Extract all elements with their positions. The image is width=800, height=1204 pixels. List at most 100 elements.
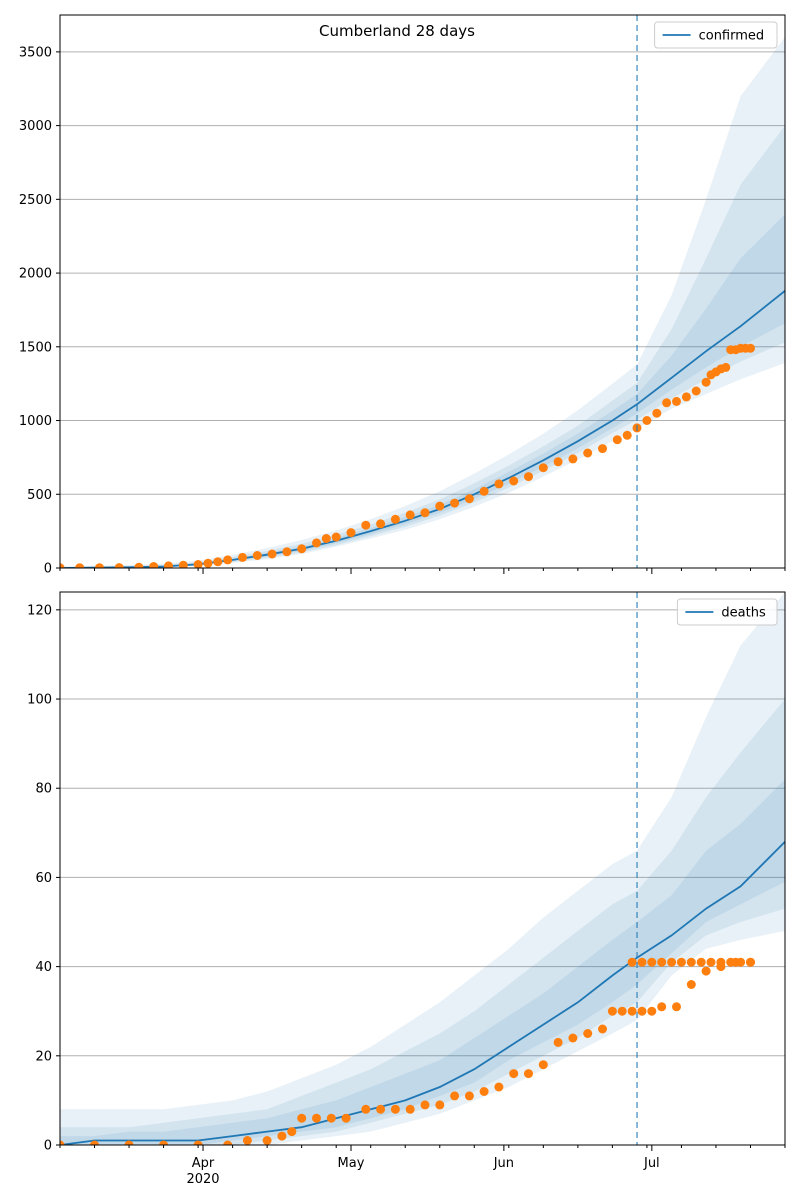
legend-label: deaths [721, 606, 766, 621]
observed-point [242, 1136, 252, 1145]
observed-point [90, 1140, 99, 1145]
observed-point [701, 966, 711, 976]
observed-point [361, 1104, 371, 1114]
y-tick-label: 60 [35, 871, 52, 886]
y-tick-label: 500 [27, 488, 52, 503]
observed-point [568, 454, 578, 464]
observed-point [652, 408, 662, 418]
observed-recent-point [706, 957, 716, 967]
observed-recent-point [637, 957, 647, 967]
observed-point [390, 514, 400, 524]
uncertainty-band-3 [60, 214, 785, 568]
observed-point [568, 1033, 578, 1043]
observed-point [252, 551, 262, 560]
observed-point [238, 552, 247, 562]
observed-point [60, 1140, 65, 1145]
observed-point [701, 377, 711, 387]
observed-point [464, 494, 474, 504]
observed-point [435, 501, 445, 511]
observed-point [312, 1113, 321, 1123]
observed-point [509, 476, 519, 486]
figure-title: Cumberland 28 days [319, 22, 475, 40]
y-tick-label: 0 [44, 562, 52, 577]
observed-point [538, 1060, 548, 1070]
y-tick-label: 80 [35, 782, 52, 797]
axes-frame [59, 14, 786, 569]
observed-point [524, 472, 533, 482]
observed-point [617, 1006, 627, 1016]
x-tick-label: Jul [643, 1156, 660, 1171]
observed-point [60, 563, 65, 568]
legend-top: confirmed [654, 21, 778, 49]
observed-point [178, 560, 188, 568]
observed-point [583, 1029, 593, 1038]
observed-recent-point [746, 957, 755, 967]
observed-point [223, 555, 233, 565]
x-tick-label: Apr [192, 1156, 215, 1171]
observed-point [114, 563, 124, 568]
observed-point [262, 1136, 272, 1145]
observed-point [435, 1100, 445, 1110]
observed-point [159, 1140, 169, 1145]
observed-recent-point [647, 957, 657, 967]
observed-point [376, 519, 386, 529]
observed-point [598, 1024, 607, 1034]
observed-point [450, 1091, 460, 1101]
observed-point [326, 1113, 336, 1123]
observed-point [277, 1131, 287, 1141]
observed-point [346, 528, 356, 538]
observed-recent-point [696, 957, 706, 967]
y-tick-label: 3000 [19, 119, 52, 134]
observed-point [193, 560, 203, 568]
observed-recent-point [721, 362, 731, 372]
observed-point [622, 430, 632, 440]
observed-recent-point [716, 957, 726, 967]
observed-point [583, 448, 593, 458]
observed-point [267, 549, 277, 559]
plot-area-bottom [60, 592, 785, 1145]
observed-recent-point [657, 957, 667, 967]
observed-point [405, 1104, 415, 1114]
uncertainty-band-1 [60, 592, 785, 1145]
y-tick-label: 2500 [19, 193, 52, 208]
observed-point [134, 562, 144, 568]
observed-point [95, 563, 104, 568]
observed-point [509, 1069, 519, 1079]
observed-point [464, 1091, 474, 1101]
observed-point [479, 1087, 489, 1096]
observed-point [376, 1104, 386, 1114]
legend-box [676, 598, 778, 626]
observed-point [287, 1127, 297, 1137]
observed-point [642, 416, 652, 425]
y-tick-label: 100 [27, 693, 52, 708]
observed-point [312, 538, 321, 548]
x-tick-sublabel: 2020 [186, 1172, 219, 1187]
observed-point [681, 392, 691, 402]
observed-point [361, 520, 371, 530]
observed-point [282, 547, 292, 557]
observed-point [598, 444, 607, 454]
observed-point [637, 1006, 647, 1016]
observed-point [124, 1140, 134, 1145]
observed-point [331, 532, 341, 542]
y-tick-label: 40 [35, 960, 52, 975]
observed-point [524, 1069, 533, 1079]
observed-point [450, 498, 460, 508]
observed-point [213, 557, 223, 567]
observed-point [223, 1140, 233, 1145]
observed-recent-point [746, 343, 755, 353]
y-tick-label: 3500 [19, 45, 52, 60]
x-tick-label: Jun [493, 1156, 514, 1171]
observed-point [75, 563, 85, 568]
observed-point [494, 479, 504, 489]
observed-recent-point [726, 957, 736, 967]
observed-point [607, 1006, 617, 1016]
uncertainty-band-1 [60, 37, 785, 568]
legend-bottom: deaths [676, 598, 778, 626]
observed-point [538, 463, 548, 473]
y-tick-label: 1500 [19, 340, 52, 355]
observed-point [672, 396, 681, 406]
y-tick-label: 1000 [19, 414, 52, 429]
y-tick-label: 120 [27, 603, 52, 618]
